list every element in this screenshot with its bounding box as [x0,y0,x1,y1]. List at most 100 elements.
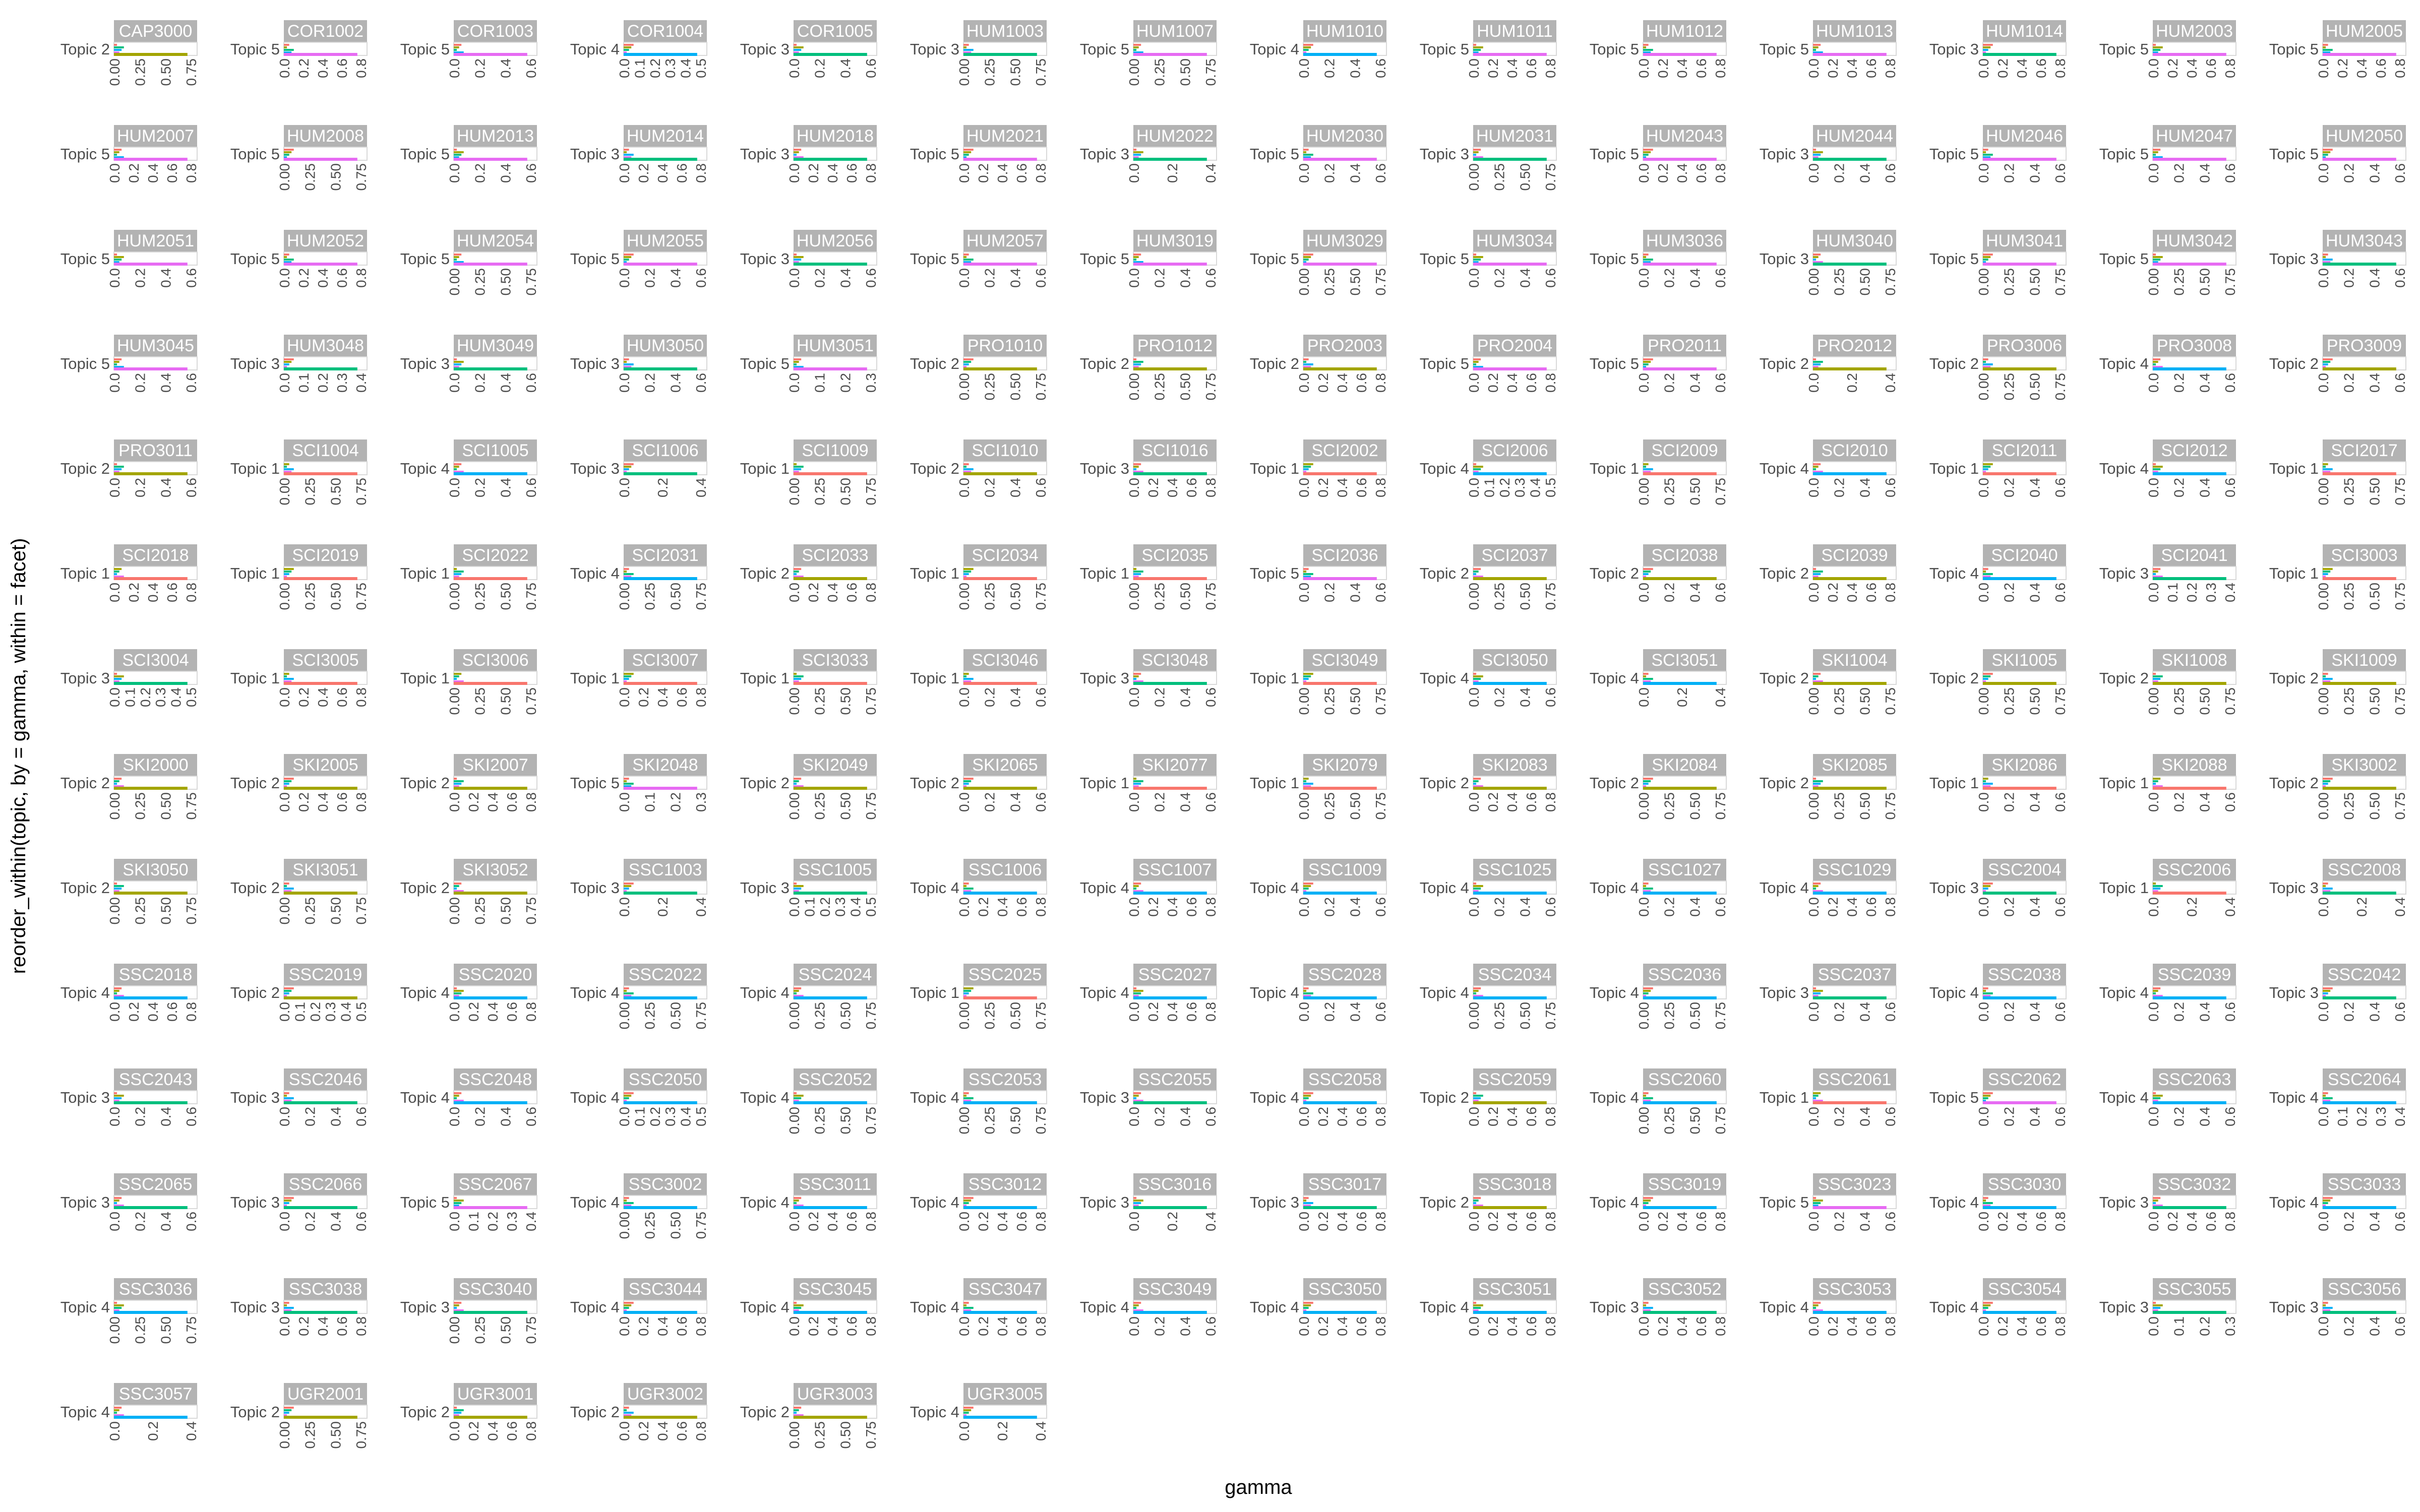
bar [1643,576,1647,578]
x-tick-label: 0.4 [1177,687,1193,707]
facet-strip [1983,1278,2066,1300]
bar-dominant [1643,367,1717,370]
x-tick-label: 0.25 [642,583,658,610]
x-tick-label: 0.0 [1126,478,1142,497]
facet-strip [2153,1278,2236,1300]
x-tick-label: 0.75 [1033,58,1049,86]
y-tick-label: Topic 2 [1080,355,1129,372]
bar-dominant [2153,263,2226,266]
bar [963,256,967,258]
bar [284,46,287,48]
bar-dominant [454,1206,527,1209]
bar-dominant [1473,682,1547,685]
bar [1983,992,1993,994]
bar [1133,1200,1143,1202]
facet-strip [1643,1068,1726,1091]
x-tick-label: 0.4 [1857,163,1872,183]
facet-title: HUM1010 [1306,22,1383,41]
bar-dominant [624,53,697,56]
bar-dominant [2153,787,2226,790]
bar [284,1309,292,1311]
bar [2153,888,2161,890]
bar-dominant [454,892,527,895]
bar [1643,888,1653,890]
x-tick-label: 0.25 [472,897,488,925]
x-tick-label: 0.4 [1203,1212,1219,1231]
bar [114,573,117,575]
x-tick-label: 0.4 [2184,1212,2200,1231]
facet-title: HUM2007 [117,127,194,146]
facet-title: SSC3052 [1648,1280,1722,1299]
x-tick-label: 0.2 [2341,373,2357,393]
x-tick-label: 0.2 [472,163,488,183]
y-tick-label: Topic 3 [230,1193,280,1211]
x-tick-label: 0.4 [1165,478,1180,497]
bar [624,780,627,782]
facet-strip [2323,1278,2406,1300]
y-tick-label: Topic 5 [1590,355,1639,372]
x-tick-label: 0.4 [2222,897,2238,917]
x-tick-label: 0.4 [158,1107,173,1126]
x-tick-label: 0.6 [2052,478,2068,497]
bar [1133,256,1139,258]
x-tick-label: 0.6 [504,1002,520,1022]
facet-strip [1473,1173,1556,1195]
bar [1473,261,1479,263]
x-tick-label: 0.50 [1517,163,1533,191]
x-tick-label: 0.50 [1857,268,1872,296]
bar [284,468,294,470]
facet-strip [624,1383,707,1405]
bar [2153,890,2158,892]
bar [963,883,969,885]
facet-strip [1133,20,1217,42]
facet-title: HUM1014 [1986,22,2063,41]
facet-title: HUM2050 [2326,127,2403,146]
y-tick-label: Topic 5 [1590,40,1639,58]
bar [963,361,972,363]
bar [1983,576,1991,578]
bar-dominant [794,996,867,999]
bar-dominant [284,263,357,266]
bar-dominant [2323,472,2396,475]
y-tick-label: Topic 3 [570,460,620,477]
x-tick-label: 0.50 [837,687,853,715]
bar-dominant [624,892,697,895]
x-tick-label: 0.4 [158,268,173,288]
bar [1643,1100,1651,1102]
x-tick-label: 0.2 [1832,1107,1847,1126]
x-tick-label: 0.0 [277,687,292,707]
facet-title: SSC2052 [799,1070,872,1089]
facet-strip [2153,859,2236,881]
bar [1303,154,1313,156]
bar-dominant [1303,1311,1377,1314]
facet-strip [963,754,1047,776]
x-tick-label: 0.6 [1863,897,1879,917]
x-tick-label: 0.6 [1524,792,1539,812]
x-tick-label: 0.4 [1517,687,1533,707]
x-tick-label: 0.0 [447,58,462,78]
y-tick-label: Topic 4 [1420,669,1469,687]
bar [2153,1302,2156,1304]
x-tick-label: 0.4 [2367,268,2382,288]
x-tick-label: 0.4 [1504,1316,1520,1336]
x-tick-label: 0.2 [466,1421,481,1441]
x-tick-label: 0.4 [498,478,513,497]
x-tick-label: 0.0 [617,163,632,183]
bar [794,1097,802,1099]
bar [114,46,124,48]
